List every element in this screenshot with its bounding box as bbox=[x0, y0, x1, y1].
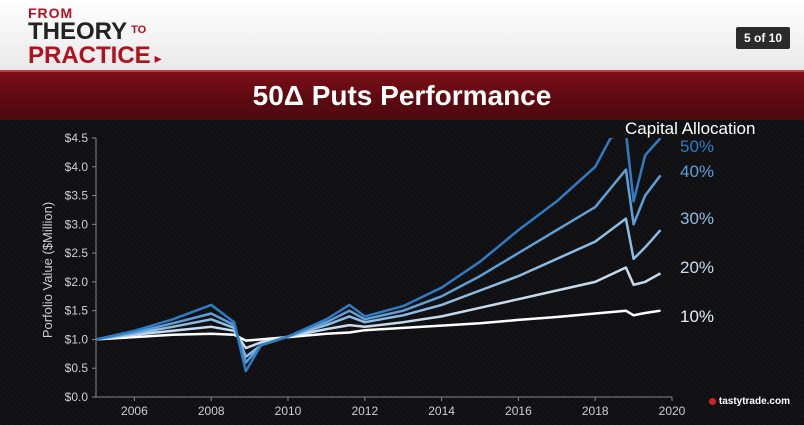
brand-from: FROM bbox=[28, 5, 74, 21]
y-tick-label: $1.5 bbox=[65, 304, 89, 318]
slide-title: 50Δ Puts Performance bbox=[252, 80, 552, 111]
x-tick-label: 2006 bbox=[121, 404, 148, 418]
y-axis-label: Porfolio Value ($Million) bbox=[40, 202, 55, 338]
chart-axes: $0.0 $0.5 $1.0 $1.5 $2.0 $2.5 $3.0 $3.5 $4.0 $4.5… bbox=[65, 131, 686, 418]
y-tick-label: $4.5 bbox=[65, 131, 89, 145]
y-tick-label: $1.0 bbox=[65, 332, 89, 346]
x-tick-label: 2018 bbox=[582, 404, 609, 418]
x-tick-label: 2008 bbox=[198, 404, 225, 418]
brand-to: TO bbox=[131, 24, 147, 36]
series-line-20pct bbox=[96, 266, 662, 350]
header: FROM THEORY TO PRACTICE ▸ 5 of 10 bbox=[0, 0, 804, 70]
y-tick-label: $0.0 bbox=[65, 390, 89, 404]
legend-title: Capital Allocation bbox=[625, 119, 755, 138]
series-line-40pct bbox=[96, 168, 662, 364]
legend-item-20pct: 20% bbox=[680, 258, 714, 277]
legend-item-50pct: 50% bbox=[680, 137, 714, 156]
legend-item-40pct: 40% bbox=[680, 162, 714, 181]
title-band: 50Δ Puts Performance bbox=[0, 70, 804, 120]
y-tick-label: $2.5 bbox=[65, 246, 89, 260]
logo-dot-icon bbox=[708, 397, 716, 405]
page-indicator: 5 of 10 bbox=[735, 27, 790, 49]
x-tick-label: 2020 bbox=[659, 404, 686, 418]
chart-area bbox=[0, 120, 804, 425]
y-tick-label: $2.0 bbox=[65, 275, 89, 289]
y-tick-label: $0.5 bbox=[65, 361, 89, 375]
legend-item-10pct: 10% bbox=[680, 307, 714, 326]
series-line-10pct bbox=[96, 309, 661, 342]
series-line-50pct bbox=[96, 138, 662, 373]
series-line-30pct bbox=[96, 217, 662, 358]
logo-text: tastytrade.com bbox=[718, 396, 790, 407]
y-tick-label: $3.0 bbox=[65, 217, 89, 231]
chart-legend: Capital Allocation 10% 20% 30% 40% 50% bbox=[625, 119, 755, 326]
brand-practice: PRACTICE bbox=[28, 42, 151, 69]
legend-item-30pct: 30% bbox=[680, 209, 714, 228]
x-tick-label: 2016 bbox=[505, 404, 532, 418]
x-tick-label: 2012 bbox=[351, 404, 378, 418]
tastytrade-logo: tastytrade.com bbox=[708, 396, 790, 407]
brand-theory: THEORY bbox=[28, 18, 128, 45]
chart-series bbox=[96, 138, 662, 373]
x-tick-label: 2010 bbox=[275, 404, 302, 418]
y-tick-label: $4.0 bbox=[65, 160, 89, 174]
play-arrow-icon: ▸ bbox=[154, 50, 162, 66]
y-tick-label: $3.5 bbox=[65, 189, 89, 203]
brand-logo: FROM THEORY TO PRACTICE ▸ bbox=[28, 6, 162, 68]
x-tick-label: 2014 bbox=[428, 404, 455, 418]
